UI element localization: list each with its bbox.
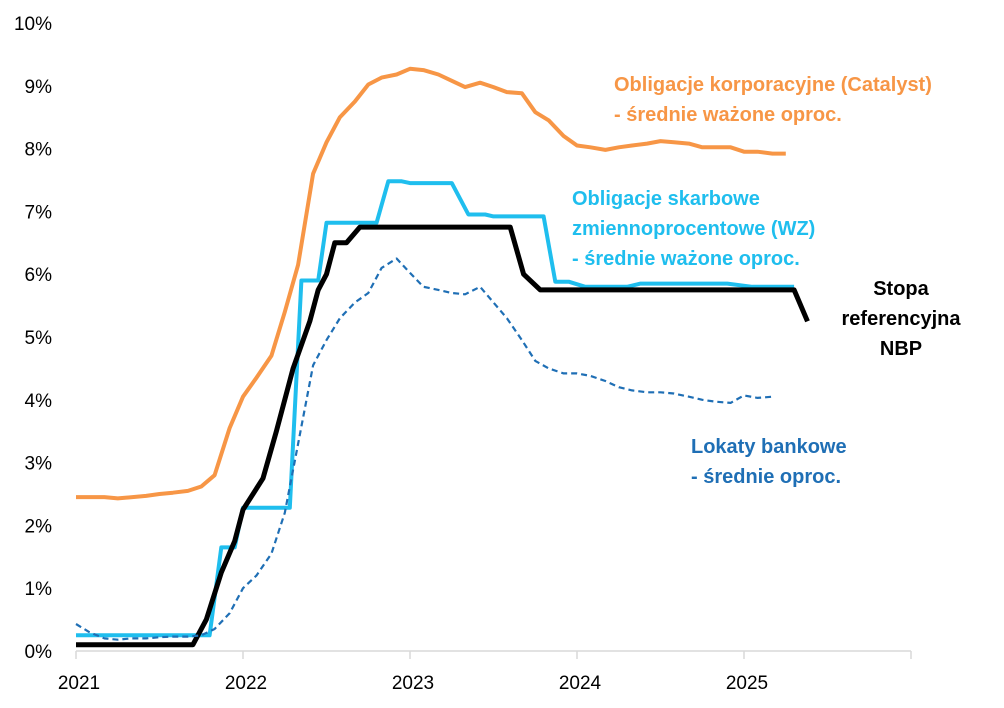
label-treasury-bonds-line-3: - średnie ważone oproc. bbox=[572, 248, 800, 270]
label-nbp-rate-line-1: Stopa bbox=[873, 278, 929, 300]
series-line-bank-deposits bbox=[75, 257, 773, 641]
y-tick-label: 0% bbox=[25, 642, 53, 663]
label-bank-deposits: Lokaty bankowe - średnie oproc. bbox=[691, 432, 847, 492]
label-treasury-bonds-line-1: Obligacje skarbowe bbox=[572, 188, 760, 210]
y-tick-label: 5% bbox=[25, 328, 53, 349]
label-bank-deposits-line-2: - średnie oproc. bbox=[691, 466, 842, 488]
x-tick-label: 2021 bbox=[58, 673, 100, 694]
y-tick-label: 3% bbox=[25, 454, 53, 475]
label-treasury-bonds-line-2: zmiennoprocentowe (WZ) bbox=[572, 218, 816, 240]
y-tick-label: 10% bbox=[14, 14, 52, 35]
y-tick-label: 8% bbox=[25, 140, 53, 161]
y-tick-label: 9% bbox=[25, 77, 53, 98]
x-axis: 2021 2022 2023 2024 2025 bbox=[58, 650, 912, 694]
x-tick-label: 2022 bbox=[225, 673, 267, 694]
series-layer bbox=[75, 66, 810, 648]
label-nbp-rate: Stopa referencyjna NBP bbox=[826, 274, 976, 364]
series-line-nbp-rate bbox=[76, 224, 810, 648]
x-tick-label: 2023 bbox=[392, 673, 434, 694]
label-corporate-bonds: Obligacje korporacyjne (Catalyst) - śred… bbox=[614, 70, 932, 130]
y-tick-label: 2% bbox=[25, 516, 53, 537]
label-corporate-bonds-line-1: Obligacje korporacyjne (Catalyst) bbox=[614, 74, 932, 96]
label-treasury-bonds: Obligacje skarbowe zmiennoprocentowe (WZ… bbox=[572, 184, 815, 274]
y-axis-tick-labels: 0% 1% 2% 3% 4% 5% 6% 7% 8% 9% 10% bbox=[14, 14, 52, 663]
y-tick-label: 4% bbox=[25, 391, 53, 412]
x-tick-label: 2024 bbox=[559, 673, 602, 694]
label-corporate-bonds-line-2: - średnie ważone oproc. bbox=[614, 104, 842, 126]
y-tick-label: 7% bbox=[25, 202, 53, 223]
label-nbp-rate-line-2: referencyjna bbox=[841, 308, 961, 330]
label-nbp-rate-line-3: NBP bbox=[879, 338, 923, 360]
y-tick-label: 1% bbox=[25, 579, 53, 600]
y-tick-label: 6% bbox=[25, 265, 53, 286]
series-line-treasury-bonds bbox=[76, 179, 795, 638]
x-tick-label: 2025 bbox=[726, 673, 768, 694]
series-line-corporate-bonds bbox=[76, 66, 786, 501]
label-bank-deposits-line-1: Lokaty bankowe bbox=[691, 436, 847, 458]
